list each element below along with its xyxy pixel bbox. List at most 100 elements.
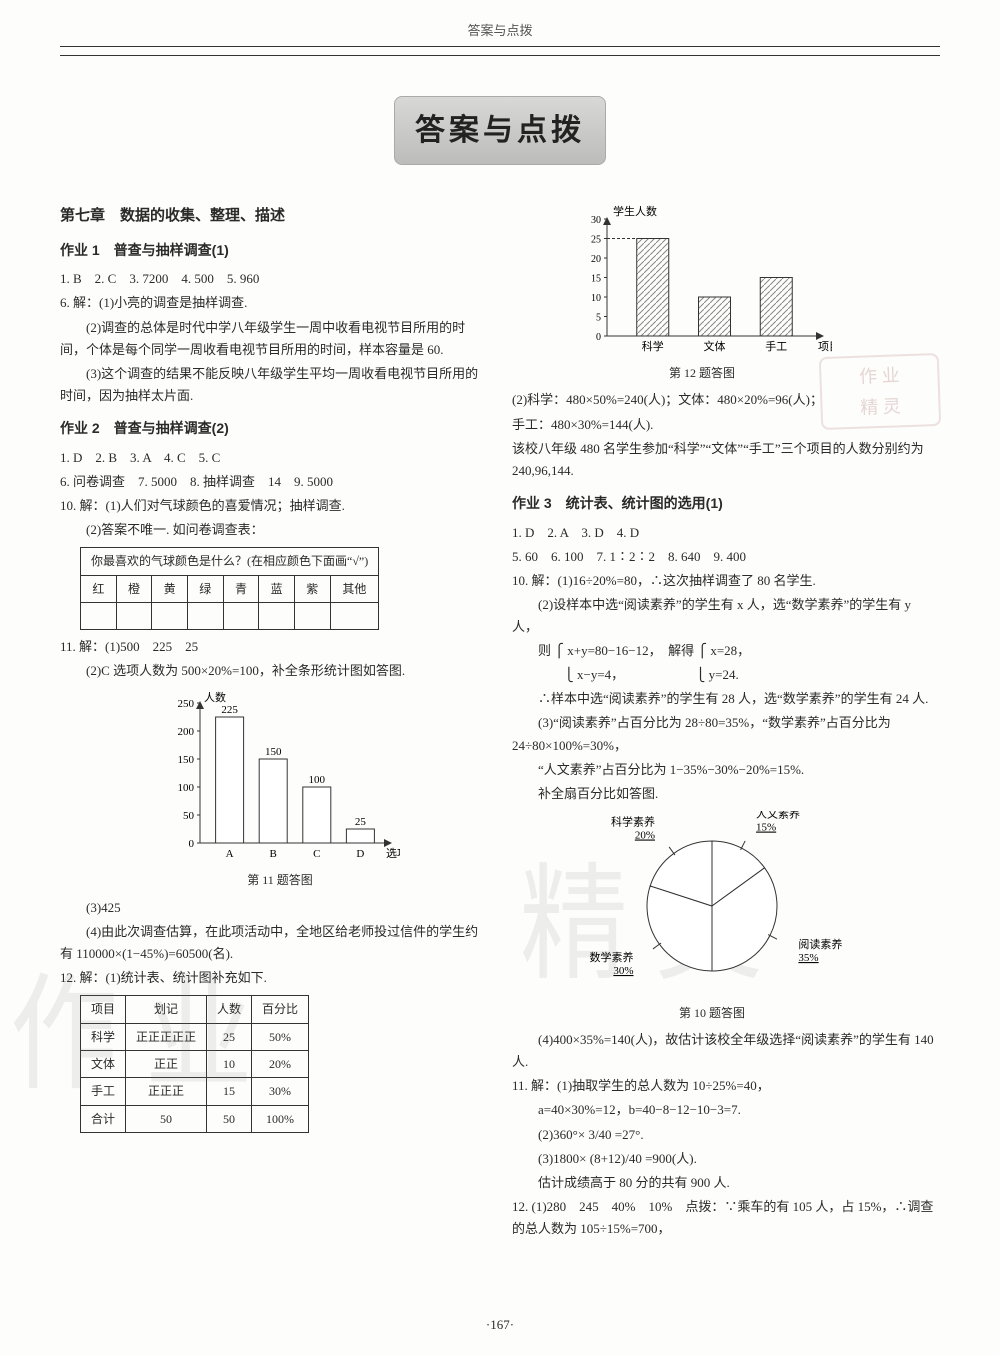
sec3-q10-3c: 补全扇百分比如答图. (512, 783, 940, 805)
col-blue: 蓝 (259, 575, 295, 602)
chart12-caption: 第 12 题答图 (572, 363, 832, 383)
svg-text:200: 200 (178, 726, 195, 738)
svg-text:25: 25 (355, 816, 367, 828)
sec3-q10-3a: (3)“阅读素养”占百分比为 28÷80=35%，“数学素养”占百分比为 24÷… (512, 712, 940, 756)
sec3-q10-2c: ⎩ x−y=4， ⎩ y=24. (512, 664, 940, 686)
svg-text:C: C (313, 848, 320, 860)
svg-text:20: 20 (591, 254, 601, 265)
pie-chart-svg: 人文素养15%阅读素养35%数学素养30%科学素养20% (582, 811, 842, 1001)
sec3-q10-2a: (2)设样本中选“阅读素养”的学生有 x 人，选“数学素养”的学生有 y 人， (512, 594, 940, 638)
color-table-caption: 你最喜欢的气球颜色是什么？(在相应颜色下面画“√”) (81, 548, 379, 575)
sec3-q12: 12. (1)280 245 40% 10% 点拨：∵乘车的有 105 人，占 … (512, 1196, 940, 1240)
svg-text:100: 100 (178, 782, 195, 794)
table-cell: 50% (252, 1023, 309, 1050)
col-cyan: 青 (223, 575, 259, 602)
st-col0: 项目 (81, 996, 126, 1023)
sec3-q11-1: 11. 解：(1)抽取学生的总人数为 10÷25%=40， (512, 1075, 940, 1097)
svg-text:D: D (356, 848, 364, 860)
stamp-line2: 精 灵 (828, 390, 933, 424)
st-col1: 划记 (126, 996, 207, 1023)
svg-text:225: 225 (221, 704, 238, 716)
section3-heading: 作业 3 统计表、统计图的选用(1) (512, 492, 940, 516)
sec3-q10-1: 10. 解：(1)16÷20%=80，∴这次抽样调查了 80 名学生. (512, 570, 940, 592)
svg-text:250: 250 (178, 698, 195, 710)
header-rule (60, 55, 940, 56)
r-q12-2c: 该校八年级 480 名学生参加“科学”“文体”“手工”三个项目的人数分别约为 2… (512, 438, 940, 482)
table-cell: 15 (207, 1078, 252, 1105)
stamp-watermark: 作 业 精 灵 (819, 353, 941, 430)
pie-caption: 第 10 题答图 (582, 1003, 842, 1023)
bar-chart-q11: 050100150200250225A150B100C25D人数选项 第 11 … (160, 688, 400, 890)
page-number: ·167· (0, 1314, 1000, 1336)
col-green: 绿 (187, 575, 223, 602)
svg-text:学生人数: 学生人数 (613, 204, 657, 218)
sec2-q12-intro: 12. 解：(1)统计表、统计图补充如下. (60, 967, 488, 989)
section1-heading: 作业 1 普查与抽样调查(1) (60, 239, 488, 263)
sec1-q6-2: (2)调查的总体是时代中学八年级学生一周中收看电视节目所用的时间，个体是每个同学… (60, 317, 488, 361)
sec2-q10-2: (2)答案不唯一. 如问卷调查表： (60, 519, 488, 541)
pie-chart-q10: 人文素养15%阅读素养35%数学素养30%科学素养20% 第 10 题答图 (582, 811, 842, 1023)
sec3-q10-3b: “人文素养”占百分比为 1−35%−30%−20%=15%. (512, 759, 940, 781)
table-cell: 100% (252, 1105, 309, 1132)
sec3-q11-3b: 估计成绩高于 80 分的共有 900 人. (512, 1172, 940, 1194)
page-title: 答案与点拨 (415, 114, 585, 147)
svg-text:10: 10 (591, 293, 601, 304)
svg-text:20%: 20% (635, 829, 655, 841)
svg-text:0: 0 (189, 838, 195, 850)
svg-text:35%: 35% (798, 952, 818, 964)
sec1-q6-3: (3)这个调查的结果不能反映八年级学生平均一周收看电视节目所用的时间，因为抽样太… (60, 363, 488, 407)
table-cell: 文体 (81, 1051, 126, 1078)
svg-text:科学素养: 科学素养 (611, 814, 655, 828)
svg-text:100: 100 (309, 774, 326, 786)
col-purple: 紫 (294, 575, 330, 602)
svg-text:30%: 30% (613, 965, 633, 977)
svg-text:人数: 人数 (204, 691, 226, 704)
svg-text:25: 25 (591, 235, 601, 246)
svg-text:文体: 文体 (704, 339, 726, 353)
svg-text:选项: 选项 (386, 847, 400, 860)
table-cell: 手工 (81, 1078, 126, 1105)
svg-text:30: 30 (591, 215, 601, 226)
color-survey-table: 你最喜欢的气球颜色是什么？(在相应颜色下面画“√”) 红 橙 黄 绿 青 蓝 紫… (80, 547, 379, 630)
col-other: 其他 (330, 575, 379, 602)
svg-text:A: A (226, 848, 234, 860)
svg-text:5: 5 (596, 313, 601, 324)
sec1-answers: 1. B 2. C 3. 7200 4. 500 5. 960 (60, 268, 488, 290)
stamp-line1: 作 业 (827, 359, 932, 393)
svg-text:阅读素养: 阅读素养 (798, 937, 842, 951)
sec3-q10-2d: ∴样本中选“阅读素养”的学生有 28 人，选“数学素养”的学生有 24 人. (512, 688, 940, 710)
svg-text:15: 15 (591, 274, 601, 285)
sec3-q10-4: (4)400×35%=140(人)，故估计该校全年级选择“阅读素养”的学生有 1… (512, 1029, 940, 1073)
sec2-q10-1: 10. 解：(1)人们对气球颜色的喜爱情况；抽样调查. (60, 495, 488, 517)
stat-table-q12: 项目 划记 人数 百分比 科学正正正正正2550%文体正正1020%手工正正正1… (80, 995, 309, 1133)
table-cell: 50 (207, 1105, 252, 1132)
right-column: 051015202530科学文体手工学生人数项目 第 12 题答图 (2)科学：… (512, 195, 940, 1242)
svg-text:手工: 手工 (765, 339, 787, 353)
table-cell: 30% (252, 1078, 309, 1105)
table-cell: 合计 (81, 1105, 126, 1132)
svg-text:0: 0 (596, 332, 601, 343)
col-yellow: 黄 (152, 575, 188, 602)
svg-text:150: 150 (178, 754, 195, 766)
sec3-q11-1b: a=40×30%=12，b=40−8−12−10−3=7. (512, 1099, 940, 1121)
sec3-q11-3: (3)1800× (8+12)/40 =900(人). (512, 1148, 940, 1170)
col-orange: 橙 (116, 575, 152, 602)
st-col2: 人数 (207, 996, 252, 1023)
table-cell: 正正正 (126, 1078, 207, 1105)
content-columns: 第七章 数据的收集、整理、描述 作业 1 普查与抽样调查(1) 1. B 2. … (60, 195, 940, 1242)
sec3-q11-2: (2)360°× 3/40 =27°. (512, 1124, 940, 1146)
sec3-answers1: 1. D 2. A 3. D 4. D (512, 522, 940, 544)
left-column: 第七章 数据的收集、整理、描述 作业 1 普查与抽样调查(1) 1. B 2. … (60, 195, 488, 1242)
sec2-q11-1: 11. 解：(1)500 225 25 (60, 636, 488, 658)
svg-text:项目: 项目 (818, 340, 832, 353)
sec2-answers2: 6. 问卷调查 7. 5000 8. 抽样调查 14 9. 5000 (60, 471, 488, 493)
col-red: 红 (81, 575, 117, 602)
bar-chart-q11-svg: 050100150200250225A150B100C25D人数选项 (160, 688, 400, 868)
table-cell: 科学 (81, 1023, 126, 1050)
chapter-heading: 第七章 数据的收集、整理、描述 (60, 203, 488, 229)
table-cell: 50 (126, 1105, 207, 1132)
svg-text:15%: 15% (756, 821, 776, 833)
running-header: 答案与点拨 (60, 20, 940, 47)
chart1-caption: 第 11 题答图 (160, 870, 400, 890)
svg-text:50: 50 (183, 810, 195, 822)
